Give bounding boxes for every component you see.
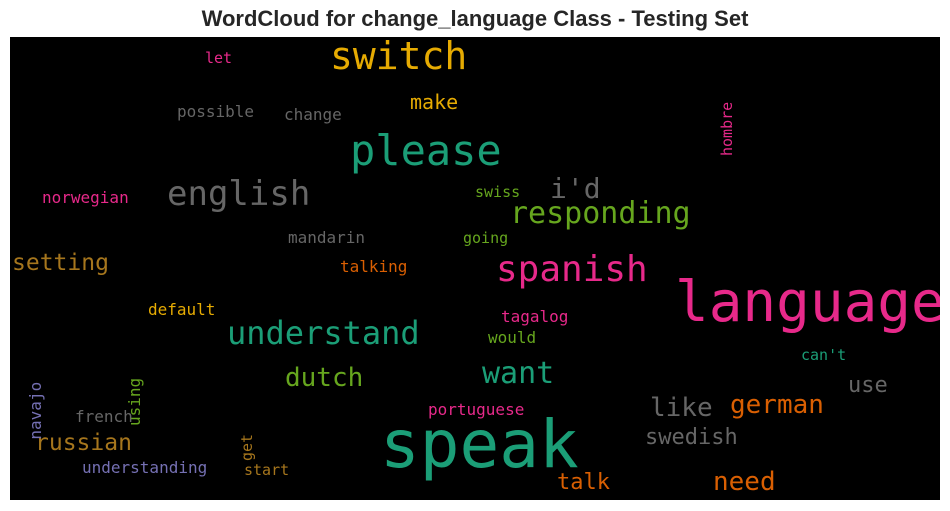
word-hombre: hombre: [718, 101, 736, 156]
word-german: german: [730, 390, 824, 420]
word-dutch: dutch: [285, 363, 364, 393]
word-would: would: [488, 328, 537, 347]
word-setting: setting: [12, 250, 109, 276]
word-portuguese: portuguese: [428, 400, 525, 419]
word-russian: russian: [35, 430, 132, 456]
word-switch: switch: [330, 37, 468, 78]
word-start: start: [244, 461, 290, 479]
word-use: use: [848, 373, 888, 398]
word-want: want: [482, 356, 555, 391]
word-make: make: [410, 90, 459, 114]
word-understand: understand: [227, 314, 420, 352]
word-speak: speak: [380, 406, 579, 483]
wordcloud-canvas: speak language please switch spanish english u…: [10, 37, 940, 500]
word-english: english: [167, 174, 311, 214]
word-norwegian: norwegian: [42, 188, 129, 207]
word-swiss: swiss: [475, 183, 521, 201]
word-like: like: [650, 393, 713, 423]
word-need: need: [713, 467, 776, 497]
word-swedish: swedish: [645, 425, 738, 450]
word-talking: talking: [340, 257, 408, 276]
word-default: default: [148, 300, 216, 319]
word-id: i'd: [550, 172, 601, 205]
word-talk: talk: [557, 470, 610, 495]
word-let: let: [205, 49, 233, 67]
word-change: change: [284, 105, 342, 124]
word-possible: possible: [177, 102, 255, 121]
word-please: please: [350, 126, 502, 175]
word-cant: can't: [801, 346, 847, 364]
word-spanish: spanish: [496, 249, 648, 290]
word-french: french: [75, 407, 133, 426]
word-tagalog: tagalog: [501, 307, 569, 326]
word-language: language: [675, 270, 940, 335]
chart-title: WordCloud for change_language Class - Te…: [201, 6, 749, 31]
word-get: get: [238, 433, 256, 461]
word-responding: responding: [510, 196, 691, 231]
word-going: going: [463, 229, 509, 247]
word-understanding: understanding: [82, 458, 208, 477]
word-navajo: navajo: [26, 381, 45, 440]
word-mandarin: mandarin: [288, 228, 366, 247]
